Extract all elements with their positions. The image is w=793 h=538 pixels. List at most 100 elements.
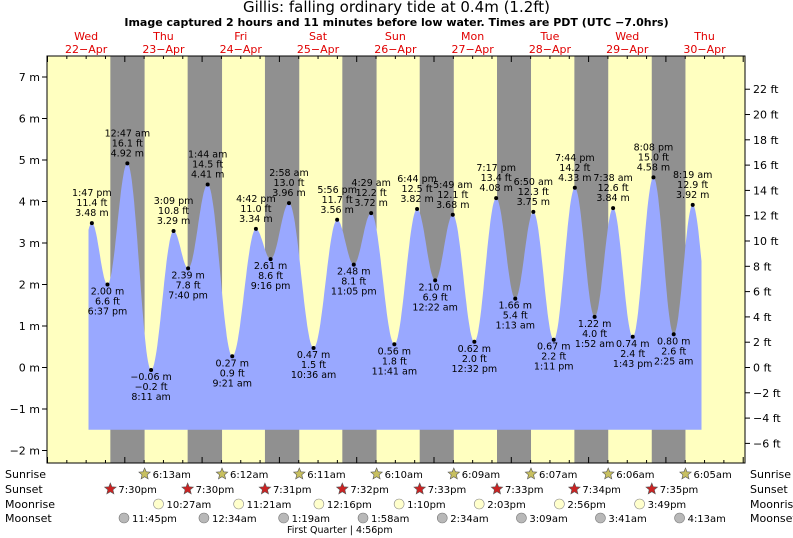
chart-title: Gillis: falling ordinary tide at 0.4m (1…	[242, 0, 551, 16]
sunrise-time-label: 6:10am	[385, 470, 423, 481]
tide-label: 5:49 am	[433, 180, 472, 191]
sunrise-star-icon	[215, 467, 229, 480]
day-weekday-label: Sat	[309, 30, 328, 43]
tide-label: 13.4 ft	[481, 173, 512, 184]
right-axis-tick-label: 22 ft	[753, 83, 779, 96]
tide-label: 4:29 am	[351, 178, 390, 189]
tide-label: 14.2 ft	[559, 163, 590, 174]
tide-label: 7:40 pm	[168, 290, 208, 301]
moonrise-circle-icon	[153, 498, 164, 510]
moonset-row-label-left: Moonset	[5, 512, 52, 525]
right-axis-tick-label: 18 ft	[753, 134, 779, 147]
tide-point	[186, 266, 191, 271]
tide-label: 2.0 ft	[462, 354, 487, 365]
tide-label: 7:17 pm	[476, 163, 516, 174]
right-axis-tick-label: 6 ft	[753, 286, 772, 299]
tide-point	[572, 185, 577, 190]
tide-label: 1:13 am	[496, 321, 535, 332]
tide-label: 4.08 m	[479, 183, 512, 194]
tide-label: 12:32 pm	[452, 364, 498, 375]
day-date-label: 27−Apr	[452, 43, 495, 56]
tide-label: 1:52 am	[575, 339, 614, 350]
tide-label: 7.8 ft	[176, 280, 201, 291]
left-axis-tick-label: 5 m	[19, 154, 40, 167]
sunset-star-icon	[181, 482, 195, 495]
moonset-time-label: 1:19am	[292, 514, 330, 525]
left-axis-tick-label: 6 m	[19, 113, 40, 126]
tide-point	[171, 228, 176, 233]
tide-label: 7:38 am	[593, 173, 632, 184]
moonset-circle-icon	[278, 512, 289, 524]
tide-label: 1:44 am	[188, 149, 227, 160]
tide-point	[415, 206, 420, 211]
tide-label: 3.34 m	[239, 214, 272, 225]
tide-label: 1.66 m	[499, 301, 532, 312]
left-axis-tick-label: 2 m	[19, 279, 40, 292]
tide-point	[311, 345, 316, 350]
right-axis-tick-label: −4 ft	[753, 412, 781, 425]
day-weekday-label: Wed	[615, 30, 639, 43]
sunset-time-label: 7:32pm	[350, 485, 389, 496]
moon-phase-label: First Quarter | 4:56pm	[287, 525, 393, 536]
moonset-time-label: 2:34am	[450, 514, 488, 525]
day-date-label: 25−Apr	[297, 43, 340, 56]
sunset-star-icon	[103, 482, 117, 495]
tide-label: 4.58 m	[637, 162, 670, 173]
moonrise-circle-icon	[313, 498, 325, 510]
sunrise-time-label: 6:13am	[153, 470, 191, 481]
tide-area	[88, 163, 702, 430]
day-date-label: 26−Apr	[374, 43, 417, 56]
day-date-label: 22−Apr	[65, 43, 108, 56]
sunset-time-label: 7:34pm	[582, 485, 621, 496]
day-date-label: 23−Apr	[142, 43, 185, 56]
sunset-star-icon	[490, 482, 504, 495]
day-weekday-label: Sun	[385, 30, 406, 43]
sunset-star-icon	[335, 482, 349, 495]
tide-label: 1:11 pm	[534, 362, 574, 373]
tide-label: 8:08 pm	[634, 142, 674, 153]
tide-label: 15.0 ft	[638, 152, 669, 163]
left-axis-tick-label: −2 m	[10, 445, 40, 458]
tide-label: 7:44 pm	[555, 153, 595, 164]
tide-point	[531, 209, 536, 214]
tide-label: 3.56 m	[320, 205, 353, 216]
moonrise-circle-icon	[393, 498, 405, 510]
moonset-time-label: 3:41am	[608, 514, 646, 525]
tide-point	[651, 175, 656, 180]
tide-label: 12.2 ft	[356, 188, 387, 199]
moonrise-row-label-right: Moonrise	[750, 498, 793, 511]
sunrise-star-icon	[679, 467, 692, 480]
moonrise-time-label: 2:56pm	[567, 500, 606, 511]
moonrise-circle-icon	[554, 498, 565, 510]
sunset-star-icon	[258, 482, 272, 495]
tide-label: 8:11 am	[131, 392, 170, 403]
tide-label: 6.6 ft	[95, 297, 120, 308]
tide-label: 2.10 m	[418, 282, 451, 293]
tide-label: 1.8 ft	[382, 356, 407, 367]
chart-subtitle: Image captured 2 hours and 11 minutes be…	[124, 16, 669, 29]
tide-label: 3.84 m	[596, 193, 629, 204]
tide-point	[392, 342, 397, 347]
left-axis-tick-label: 3 m	[19, 237, 40, 250]
tide-point	[592, 314, 597, 319]
tide-label: 3.75 m	[517, 197, 550, 208]
right-axis-tick-label: 4 ft	[753, 311, 772, 324]
moonrise-time-label: 2:03pm	[487, 500, 526, 511]
moonrise-time-label: 12:16pm	[327, 500, 372, 511]
moonset-circle-icon	[674, 512, 685, 524]
tide-label: 12:47 am	[105, 128, 150, 139]
sunset-time-label: 7:35pm	[660, 485, 699, 496]
tide-label: 12.9 ft	[677, 180, 708, 191]
day-date-label: 29−Apr	[606, 43, 649, 56]
tide-point	[149, 367, 154, 372]
left-axis-tick-label: 0 m	[19, 362, 40, 375]
moonrise-circle-icon	[233, 498, 244, 510]
sunset-time-label: 7:33pm	[428, 485, 467, 496]
sunset-star-icon	[645, 482, 659, 495]
tide-point	[494, 196, 499, 201]
sunrise-star-icon	[601, 467, 615, 480]
tide-label: 11.0 ft	[240, 204, 271, 215]
moonset-time-label: 1:58am	[371, 514, 409, 525]
tide-point	[230, 354, 235, 359]
tide-label: 2:25 am	[654, 356, 693, 367]
